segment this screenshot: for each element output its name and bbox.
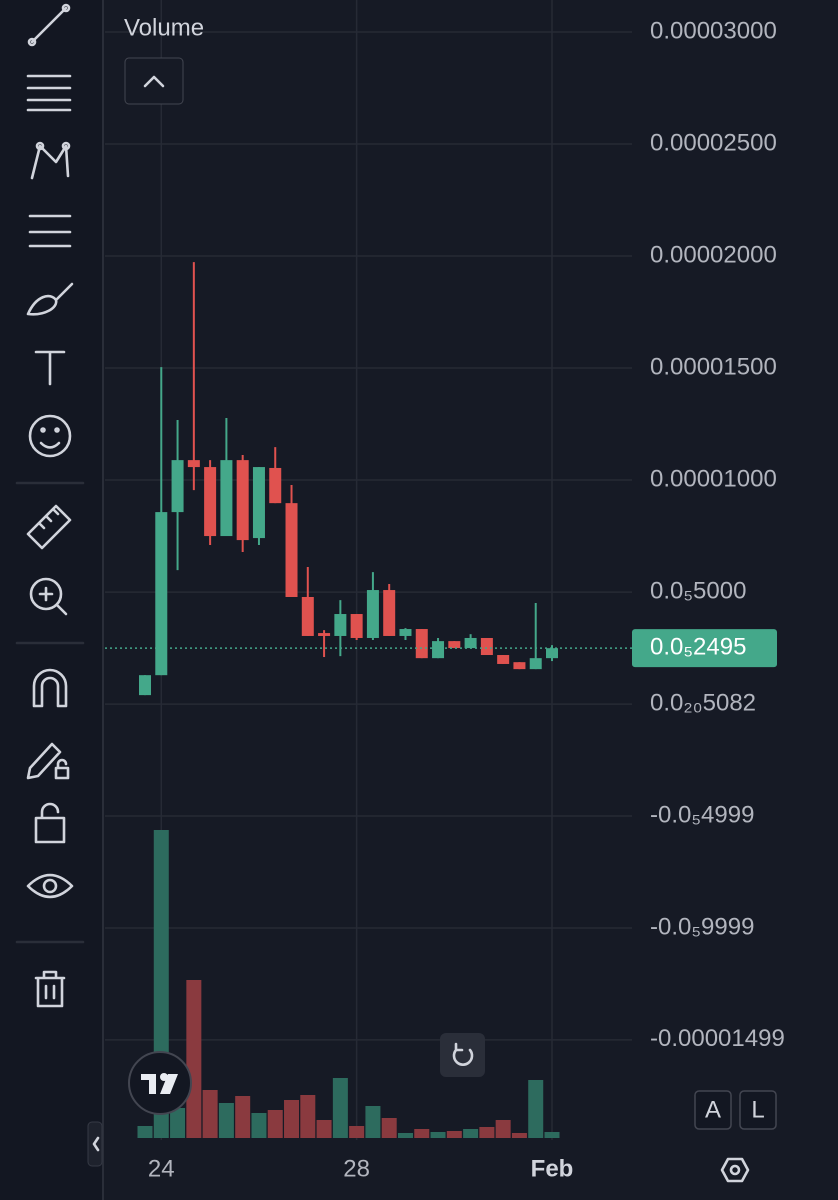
candle-body xyxy=(252,467,265,539)
price-pane xyxy=(139,262,558,696)
volume-bar xyxy=(381,1118,397,1138)
volume-bar xyxy=(528,1080,544,1138)
volume-bar xyxy=(316,1120,332,1138)
x-tick-label: 28 xyxy=(343,1155,370,1182)
toolbar-icons[interactable] xyxy=(15,3,85,1008)
volume-bar xyxy=(397,1133,413,1138)
volume-bar xyxy=(365,1106,381,1138)
candle-body xyxy=(480,637,493,656)
logo[interactable] xyxy=(128,1051,192,1115)
collapse-button[interactable] xyxy=(124,57,184,105)
candle-body xyxy=(171,460,184,513)
candle-body xyxy=(383,590,396,636)
volume-bar xyxy=(544,1132,560,1138)
settings-icon[interactable] xyxy=(720,1157,750,1183)
scale-button-label: A xyxy=(705,1096,721,1123)
y-tick-label: -0.0₅9999 xyxy=(650,913,754,940)
y-tick-label: 0.00001000 xyxy=(650,465,777,492)
candle-body xyxy=(513,662,526,670)
candle-body xyxy=(432,641,445,659)
volume-bar xyxy=(430,1132,446,1138)
volume-bar xyxy=(170,1108,186,1138)
settings-dot xyxy=(729,1164,741,1176)
y-tick-label: -0.0₅4999 xyxy=(650,801,754,828)
volume-bar xyxy=(479,1127,495,1138)
collapse-icon xyxy=(143,75,165,88)
candle-body xyxy=(139,675,151,696)
candle-body xyxy=(464,637,477,649)
candle-body xyxy=(301,596,314,636)
volume-bar xyxy=(235,1096,251,1138)
candle-body xyxy=(285,503,298,597)
candle-body xyxy=(318,633,331,636)
volume-pane xyxy=(137,830,560,1138)
y-tick-label: 0.00002000 xyxy=(650,241,777,268)
volume-bar xyxy=(332,1078,348,1138)
candle-body xyxy=(415,629,428,659)
last-price-badge xyxy=(632,629,777,668)
x-tick-label: Feb xyxy=(531,1155,574,1182)
volume-bar xyxy=(300,1095,316,1138)
y-tick-label: 0.00001500 xyxy=(650,353,777,380)
last-price-label: 0.0₅2495 xyxy=(650,634,746,661)
logo-mark xyxy=(141,1074,178,1094)
volume-bar xyxy=(414,1129,430,1138)
volume-bar xyxy=(251,1113,267,1138)
volume-bar xyxy=(446,1131,462,1138)
volume-bar xyxy=(463,1129,479,1138)
reset-icon xyxy=(452,1042,474,1066)
logo-dot xyxy=(160,1073,168,1081)
y-tick-label: 0.00002500 xyxy=(650,129,777,156)
candle-body xyxy=(350,614,363,638)
y-tick-label: -0.00001499 xyxy=(650,1025,785,1052)
scale-button[interactable] xyxy=(739,1090,777,1130)
candle-body xyxy=(497,655,510,664)
candle-body xyxy=(220,460,233,537)
scale-button-label: L xyxy=(751,1096,764,1123)
volume-bar xyxy=(218,1103,234,1138)
candle-body xyxy=(448,641,461,649)
volume-bar xyxy=(186,980,202,1138)
candle-body xyxy=(269,467,282,504)
toggle-arrow xyxy=(92,1136,100,1152)
x-tick-label: 24 xyxy=(148,1155,175,1182)
candle-body xyxy=(529,658,542,670)
volume-bar xyxy=(284,1100,300,1138)
candle-body xyxy=(399,629,412,636)
candle-body xyxy=(187,460,200,468)
y-tick-label: 0.00003000 xyxy=(650,17,777,44)
candle-body xyxy=(334,614,347,636)
volume-bar xyxy=(349,1126,365,1138)
volume-bar xyxy=(495,1120,511,1138)
volume-bar xyxy=(202,1090,218,1138)
volume-label: Volume xyxy=(124,14,204,41)
candle-body xyxy=(546,648,558,659)
y-tick-label: 0.0₂₀5082 xyxy=(650,689,756,716)
y-tick-label: 0.0₅5000 xyxy=(650,577,746,604)
volume-bar xyxy=(137,1126,153,1138)
candle-body xyxy=(155,512,168,676)
toolbar xyxy=(0,0,102,1200)
candle-body xyxy=(236,460,249,541)
candle-body xyxy=(366,590,379,638)
volume-bar xyxy=(511,1133,527,1138)
candle-body xyxy=(204,467,217,537)
scale-button[interactable] xyxy=(694,1090,732,1130)
volume-bar xyxy=(267,1110,283,1138)
reset-button[interactable] xyxy=(440,1033,485,1077)
